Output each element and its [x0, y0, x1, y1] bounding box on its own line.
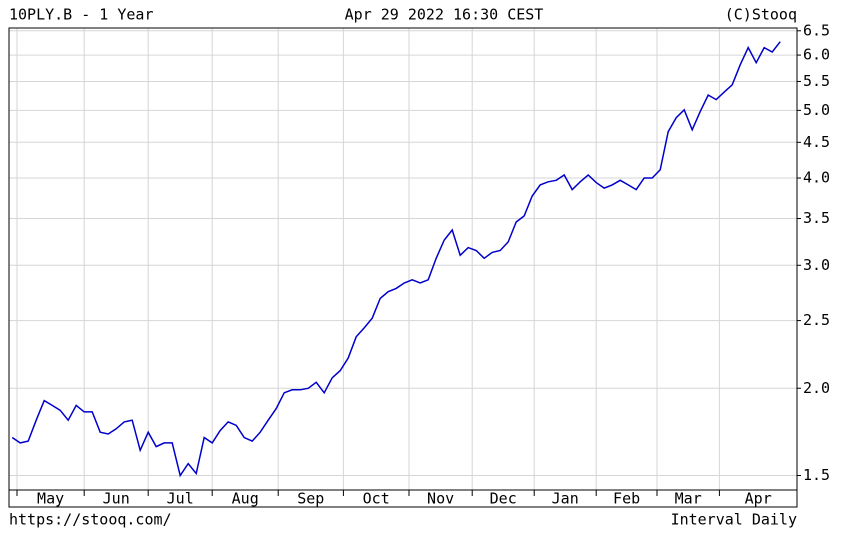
x-tick-label: Nov	[427, 490, 454, 508]
y-tick-label: 4.0	[803, 169, 830, 187]
chart-subtitle: Apr 29 2022 16:30 CEST	[345, 6, 544, 24]
y-tick-label: 6.0	[803, 46, 830, 64]
x-tick-label: Feb	[613, 490, 640, 508]
y-tick-label: 3.5	[803, 209, 830, 227]
x-tick-label: May	[37, 490, 64, 508]
x-tick-label: Apr	[745, 490, 772, 508]
x-tick-label: Jan	[552, 490, 579, 508]
grid	[9, 28, 797, 490]
y-tick-label: 4.5	[803, 133, 830, 151]
y-tick-label: 1.5	[803, 466, 830, 484]
x-tick-label: Aug	[232, 490, 259, 508]
x-tick-label: Oct	[363, 490, 390, 508]
x-tick-label: Dec	[490, 490, 517, 508]
x-tick-label: Sep	[297, 490, 324, 508]
chart-title: 10PLY.B - 1 Year	[9, 6, 154, 24]
copyright: (C)Stooq	[725, 6, 797, 24]
plot	[11, 41, 781, 478]
y-tick-label: 2.0	[803, 379, 830, 397]
x-tick-label: Jul	[167, 490, 194, 508]
source: https://stooq.com/	[9, 511, 172, 529]
y-tick-label: 5.0	[803, 101, 830, 119]
interval: Interval Daily	[671, 511, 797, 529]
y-tick-label: 5.5	[803, 72, 830, 90]
y-tick-label: 2.5	[803, 311, 830, 329]
x-axis-strip	[8, 489, 798, 508]
price-line	[11, 41, 781, 478]
y-tick-label: 3.0	[803, 256, 830, 274]
x-tick-label: Mar	[675, 490, 702, 508]
y-tick-label: 6.5	[803, 21, 830, 39]
x-tick-label: Jun	[103, 490, 130, 508]
